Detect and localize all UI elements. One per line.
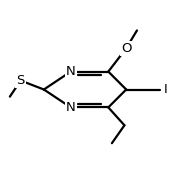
Text: N: N: [66, 65, 76, 78]
Text: I: I: [164, 83, 168, 96]
Text: N: N: [66, 101, 76, 114]
Text: S: S: [16, 74, 25, 87]
Text: O: O: [121, 42, 131, 55]
